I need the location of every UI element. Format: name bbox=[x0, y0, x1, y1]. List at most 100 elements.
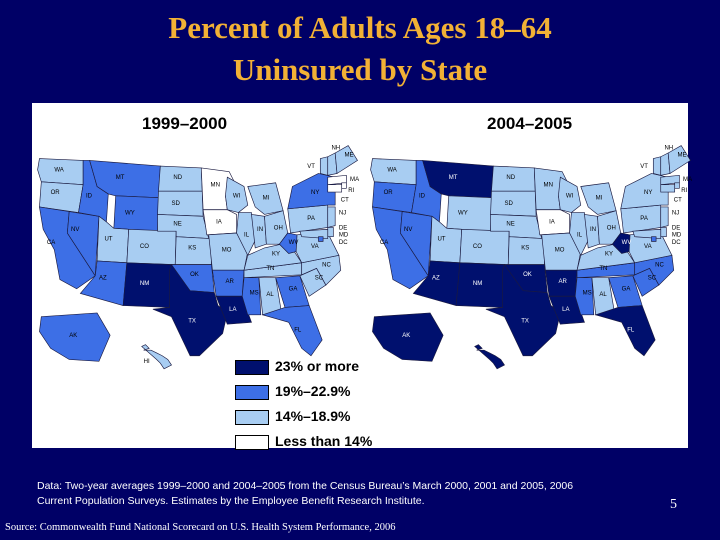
state-ri bbox=[674, 182, 680, 189]
state-label-mt: MT bbox=[449, 175, 458, 181]
state-ia bbox=[535, 209, 570, 236]
state-label-ms: MS bbox=[250, 290, 259, 296]
state-az bbox=[412, 260, 461, 306]
state-label-wi: WI bbox=[233, 194, 241, 200]
state-ct bbox=[660, 184, 676, 193]
state-label-ak: AK bbox=[402, 333, 410, 339]
state-label-ok: OK bbox=[523, 272, 532, 278]
state-label-az: AZ bbox=[99, 276, 107, 282]
legend-label: Less than 14% bbox=[275, 433, 373, 449]
state-label-tx: TX bbox=[521, 318, 529, 324]
state-label-wa: WA bbox=[54, 168, 64, 174]
state-label-in: IN bbox=[257, 227, 263, 233]
state-ak bbox=[39, 312, 111, 362]
state-label-mn: MN bbox=[544, 183, 553, 189]
state-label-ar: AR bbox=[558, 279, 567, 285]
state-dc bbox=[318, 236, 324, 242]
state-label-mo: MO bbox=[222, 248, 232, 254]
state-fl bbox=[594, 305, 656, 357]
state-ct bbox=[327, 184, 343, 193]
state-wy bbox=[113, 195, 159, 232]
state-label-tn: TN bbox=[266, 266, 274, 272]
state-md bbox=[299, 228, 329, 239]
state-label-nc: NC bbox=[655, 262, 664, 268]
legend-label: 23% or more bbox=[275, 358, 360, 374]
legend-swatch-14-18 bbox=[235, 410, 269, 425]
state-hi bbox=[141, 344, 172, 370]
state-label-nm: NM bbox=[473, 281, 482, 287]
state-label-sd: SD bbox=[505, 201, 514, 207]
state-label-md: MD bbox=[339, 233, 349, 239]
state-label-tn: TN bbox=[599, 266, 607, 272]
state-label-al: AL bbox=[266, 292, 274, 298]
state-label-id: ID bbox=[419, 194, 426, 200]
state-hi bbox=[474, 344, 505, 370]
state-label-ky: KY bbox=[272, 251, 280, 257]
state-label-ia: IA bbox=[549, 220, 556, 226]
state-label-pa: PA bbox=[307, 216, 316, 222]
state-me bbox=[334, 145, 358, 175]
state-de bbox=[660, 227, 667, 238]
state-label-ut: UT bbox=[105, 236, 113, 242]
state-label-in: IN bbox=[590, 227, 596, 233]
state-label-ca: CA bbox=[380, 240, 389, 246]
state-vt bbox=[652, 156, 662, 176]
state-label-nh: NH bbox=[331, 145, 340, 151]
state-label-hi: HI bbox=[144, 359, 150, 365]
state-mo bbox=[208, 232, 249, 271]
state-ny bbox=[287, 173, 336, 210]
state-co bbox=[126, 228, 177, 265]
state-label-fl: FL bbox=[627, 328, 635, 334]
state-label-ct: CT bbox=[341, 197, 349, 203]
state-label-dc: DC bbox=[672, 240, 681, 246]
data-note: Data: Two-year averages 1999–2000 and 20… bbox=[37, 480, 574, 507]
state-label-ga: GA bbox=[622, 287, 632, 293]
page-number: 5 bbox=[670, 497, 677, 512]
state-label-va: VA bbox=[644, 244, 653, 250]
state-label-mi: MI bbox=[596, 196, 603, 202]
us-map-2004-2005: WA OR CA NV ID MT WY UT AZ NM CO ND SD NE KS OK TX MN IA MO… bbox=[370, 145, 693, 370]
state-label-ma: MA bbox=[350, 177, 360, 183]
legend-swatch-19-22 bbox=[235, 385, 269, 400]
state-label-ne: NE bbox=[173, 222, 181, 228]
state-label-va: VA bbox=[311, 244, 320, 250]
state-label-de: DE bbox=[339, 225, 347, 231]
state-nj bbox=[660, 206, 669, 228]
state-dc bbox=[651, 236, 657, 242]
state-label-ma: MA bbox=[683, 177, 693, 183]
state-label-me: ME bbox=[677, 153, 686, 159]
state-label-sc: SC bbox=[648, 276, 657, 282]
state-ri bbox=[341, 182, 347, 189]
state-label-pa: PA bbox=[640, 216, 649, 222]
legend-label: 19%–22.9% bbox=[275, 383, 351, 399]
state-label-nj: NJ bbox=[672, 210, 679, 216]
state-sd bbox=[490, 190, 537, 217]
state-label-ne: NE bbox=[506, 222, 514, 228]
state-label-nh: NH bbox=[664, 145, 673, 151]
state-label-ri: RI bbox=[681, 188, 687, 194]
state-label-nc: NC bbox=[322, 262, 331, 268]
state-sd bbox=[157, 190, 204, 217]
state-label-ri: RI bbox=[348, 188, 354, 194]
state-label-al: AL bbox=[599, 292, 607, 298]
period-label-left: 1999–2000 bbox=[142, 114, 228, 133]
state-label-ca: CA bbox=[47, 240, 56, 246]
state-wy bbox=[446, 195, 492, 232]
state-label-md: MD bbox=[672, 233, 682, 239]
state-label-wi: WI bbox=[566, 194, 574, 200]
state-il bbox=[236, 212, 256, 257]
state-label-tx: TX bbox=[188, 318, 196, 324]
state-label-la: LA bbox=[229, 307, 237, 313]
state-fl bbox=[261, 305, 323, 357]
state-label-hi: HI bbox=[477, 359, 483, 365]
state-label-wy: WY bbox=[458, 210, 468, 216]
state-ny bbox=[620, 173, 669, 210]
state-label-il: IL bbox=[577, 233, 583, 239]
state-mo bbox=[541, 232, 582, 271]
state-label-ks: KS bbox=[521, 246, 529, 252]
state-label-mt: MT bbox=[116, 175, 125, 181]
slide-title-line-1: Percent of Adults Ages 18–64 bbox=[168, 10, 552, 45]
state-label-ga: GA bbox=[289, 287, 299, 293]
state-label-nd: ND bbox=[506, 175, 515, 181]
state-label-wv: WV bbox=[622, 240, 632, 246]
